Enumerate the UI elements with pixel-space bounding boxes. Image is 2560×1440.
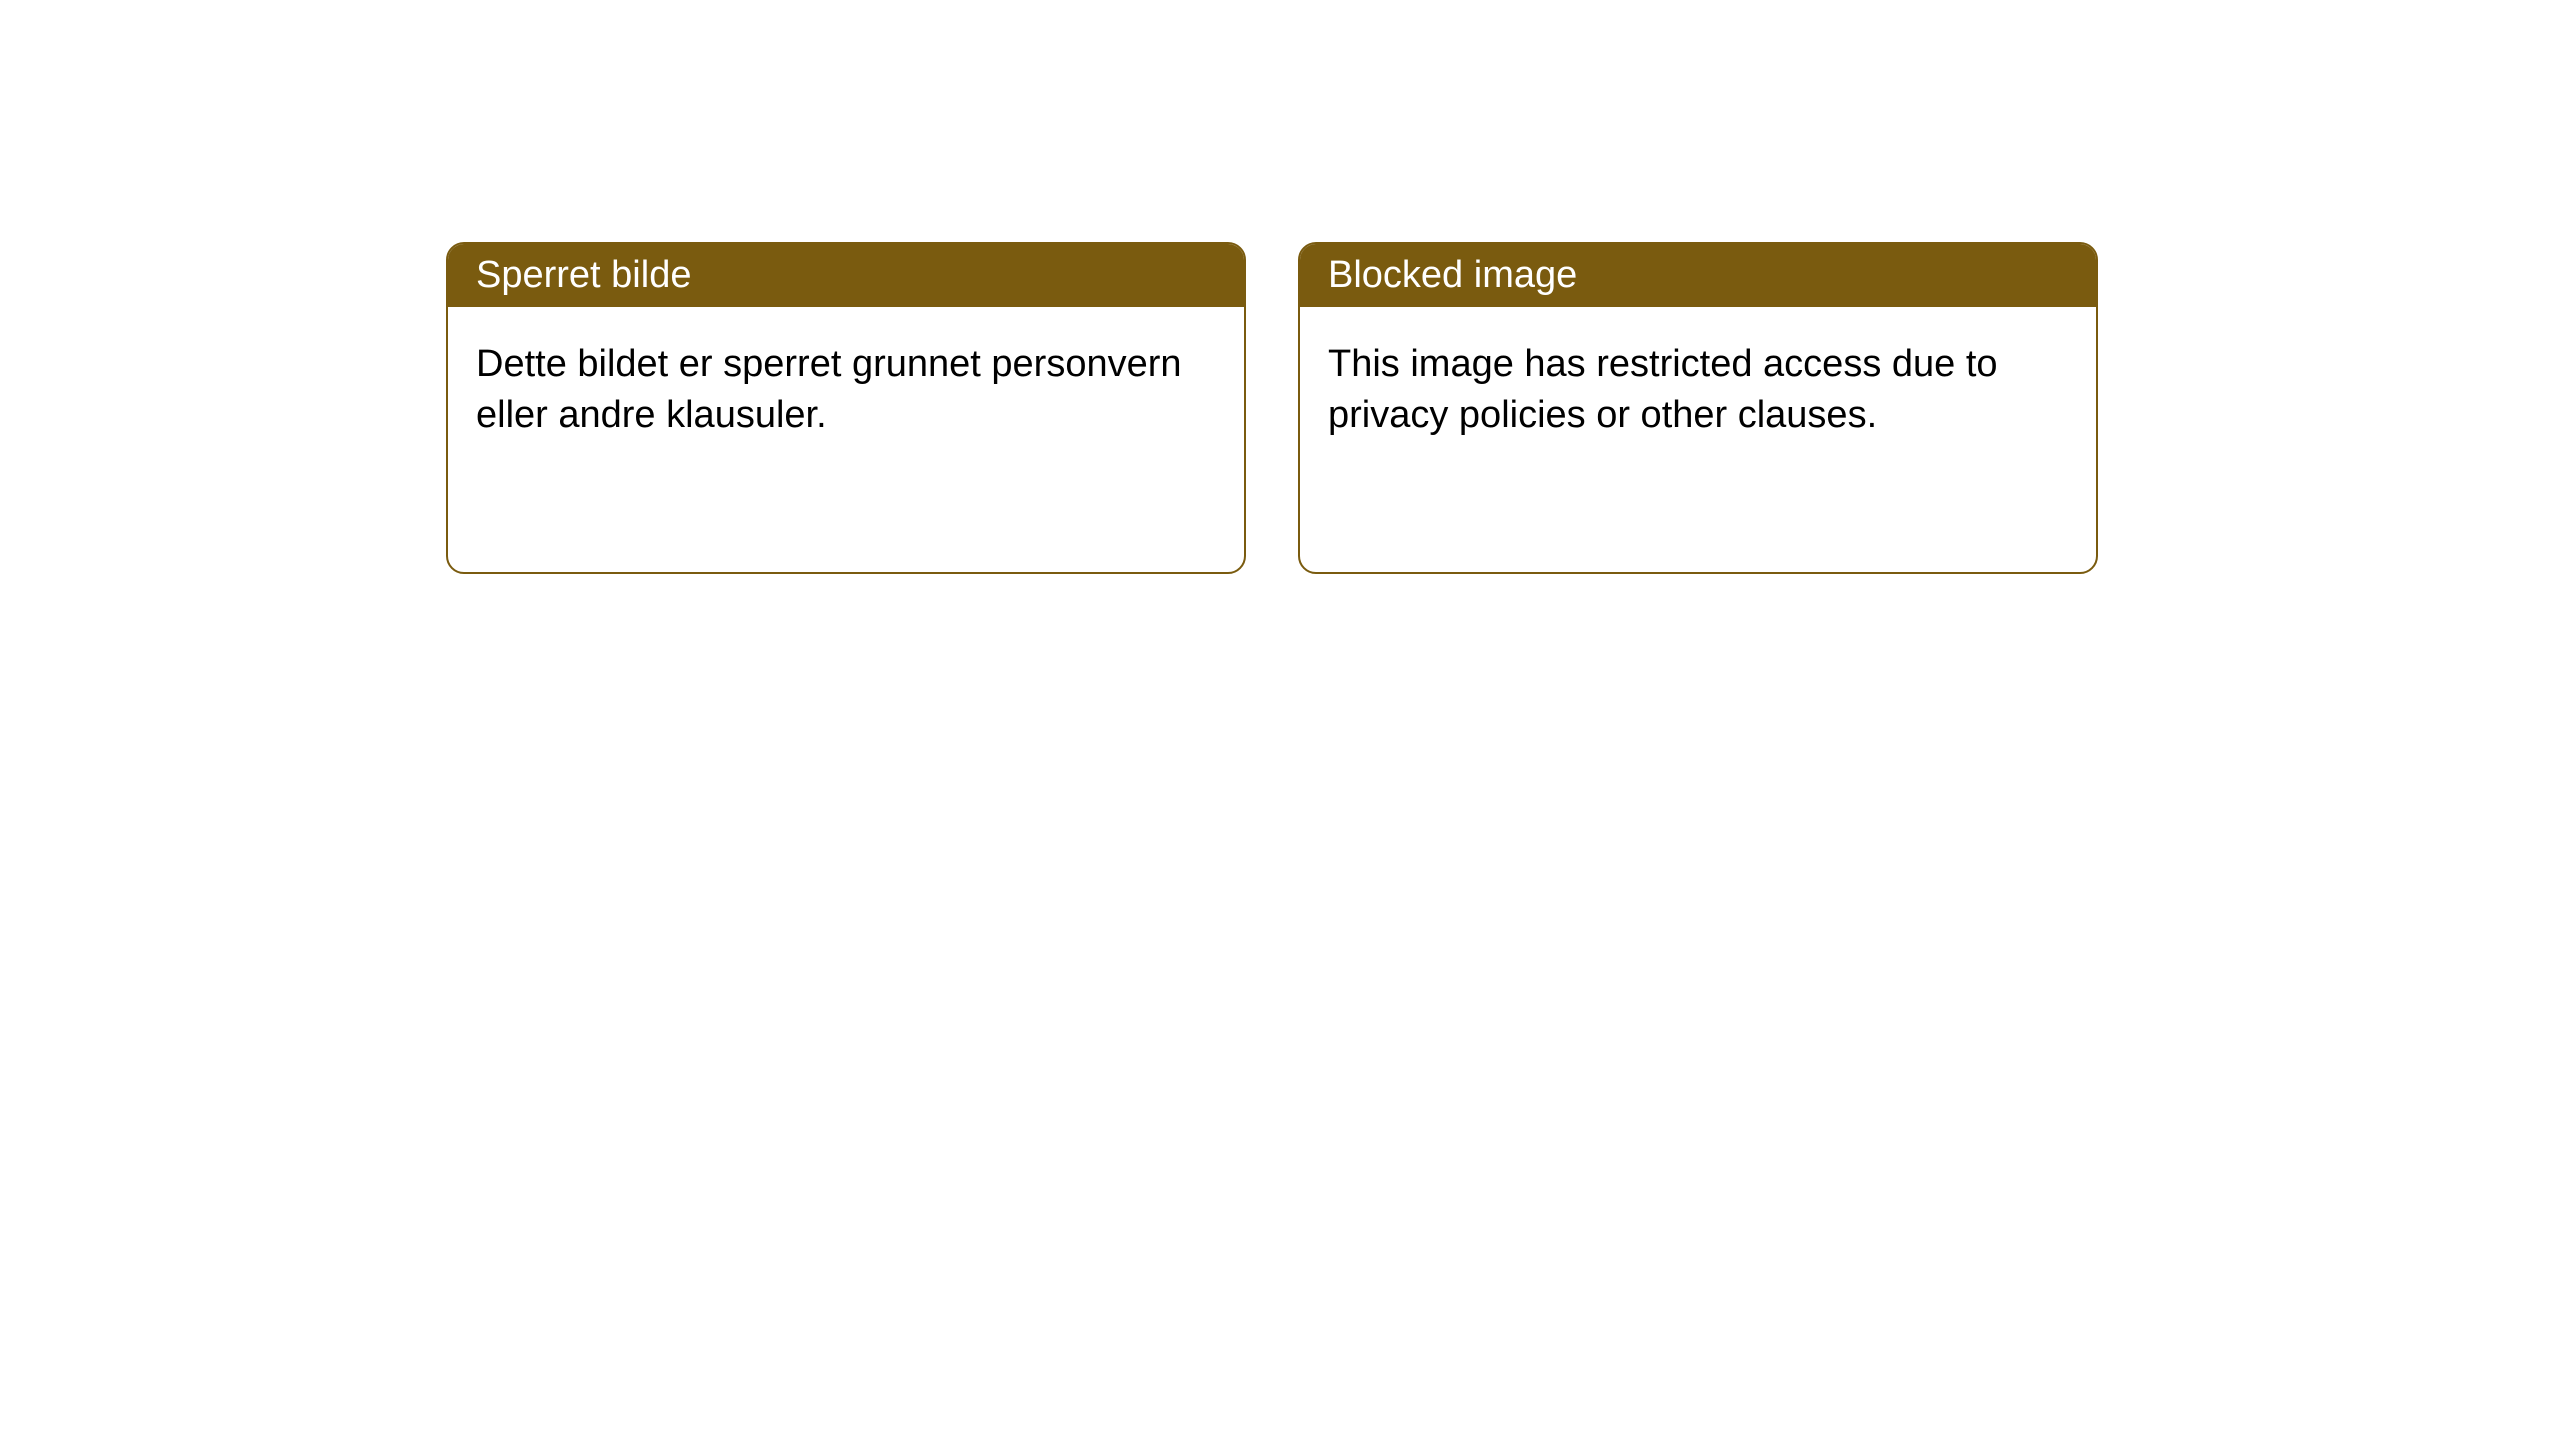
notice-container: Sperret bilde Dette bildet er sperret gr… (0, 0, 2560, 574)
notice-card-no-text: Dette bildet er sperret grunnet personve… (476, 343, 1182, 436)
notice-card-en-body: This image has restricted access due to … (1300, 307, 2096, 474)
notice-card-no-body: Dette bildet er sperret grunnet personve… (448, 307, 1244, 474)
notice-card-en-title: Blocked image (1328, 254, 1577, 296)
notice-card-no: Sperret bilde Dette bildet er sperret gr… (446, 242, 1246, 574)
notice-card-no-header: Sperret bilde (448, 244, 1244, 307)
notice-card-en: Blocked image This image has restricted … (1298, 242, 2098, 574)
notice-card-en-header: Blocked image (1300, 244, 2096, 307)
notice-card-en-text: This image has restricted access due to … (1328, 343, 1998, 436)
notice-card-no-title: Sperret bilde (476, 254, 691, 296)
